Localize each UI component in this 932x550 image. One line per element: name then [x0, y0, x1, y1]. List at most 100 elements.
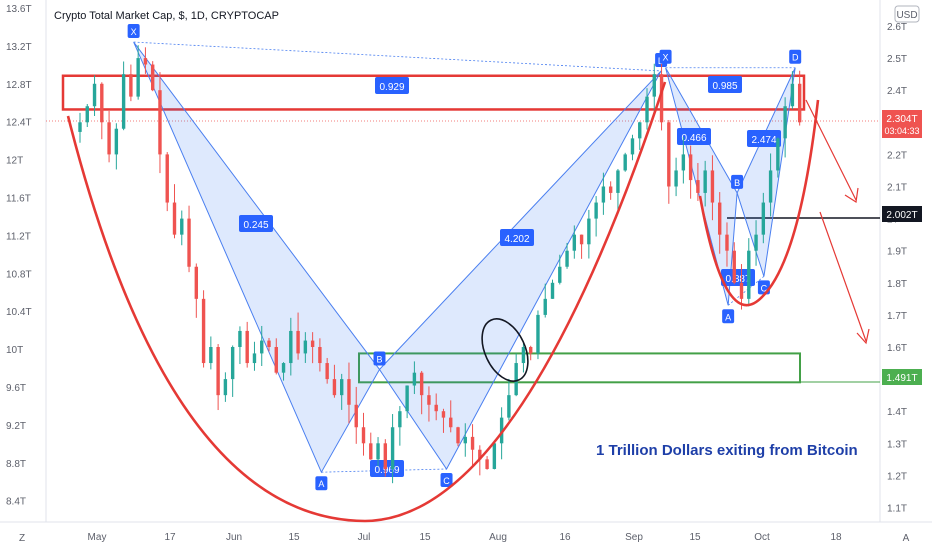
- pattern-2-point-label: A: [725, 312, 731, 322]
- x-tick-label: Jun: [226, 532, 242, 543]
- price-value: 2.304T: [886, 114, 917, 125]
- x-tick-label: Jul: [358, 532, 371, 543]
- candle-body: [797, 83, 802, 123]
- candle-body: [594, 202, 598, 219]
- candle-body: [267, 340, 271, 347]
- pattern-2-ratio-box: [721, 269, 755, 286]
- candle-body: [216, 347, 220, 396]
- candle-body: [187, 218, 191, 267]
- candle-body: [405, 385, 409, 412]
- svg-text:1.491T: 1.491T: [886, 373, 917, 384]
- x-tick-label: 18: [830, 532, 842, 543]
- candle-body: [608, 186, 613, 193]
- grid: [0, 0, 932, 523]
- candle-body: [616, 170, 620, 193]
- pattern-1-point-label: A: [318, 479, 324, 489]
- candle-body: [543, 298, 547, 315]
- x-tick-label: 15: [689, 532, 701, 543]
- candle-body: [136, 58, 140, 97]
- pattern-1-point-box: [440, 472, 453, 487]
- candle-body: [768, 170, 773, 203]
- candle-body: [514, 363, 518, 396]
- left-tick-label: 11.2T: [6, 231, 31, 242]
- chart-title: Crypto Total Market Cap, $, 1D, CRYPTOCA…: [54, 10, 279, 22]
- candle-body: [601, 186, 606, 203]
- pattern-1-point-box: [127, 24, 140, 39]
- left-tick-label: 8.8T: [6, 459, 26, 470]
- small-cup-arc: [698, 99, 820, 307]
- pattern-1-ratio-box: [239, 215, 273, 232]
- candle-series: [78, 45, 802, 484]
- pattern-1-point-box: [315, 476, 328, 491]
- left-tick-label: 9.2T: [6, 421, 26, 432]
- auto-scale-button[interactable]: A: [903, 533, 910, 544]
- pattern-2-point-box: [659, 49, 672, 64]
- right-tick-label: 1.3T: [887, 439, 907, 450]
- x-tick-label: 15: [419, 532, 431, 543]
- candle-body: [289, 330, 293, 364]
- left-tick-label: 8.4T: [6, 497, 26, 508]
- pattern-2-point-label: B: [734, 178, 740, 188]
- candle-body: [688, 154, 693, 181]
- pattern-1-point-label: X: [131, 27, 137, 37]
- candle-body: [565, 250, 569, 267]
- currency-badge-label: USD: [896, 10, 917, 21]
- candle-body: [536, 314, 540, 354]
- candle-body: [521, 347, 526, 364]
- candle-body: [696, 180, 700, 193]
- candle-body: [681, 154, 686, 171]
- cup-arc: [66, 81, 667, 523]
- candle-body: [325, 363, 329, 380]
- candle-body: [783, 106, 787, 139]
- pattern-1-ratio-label: 0.245: [243, 220, 268, 231]
- candle-body: [419, 372, 424, 396]
- zoom-button[interactable]: Z: [19, 533, 25, 544]
- candle-body: [369, 443, 373, 460]
- price-label: 2.304T 03:04:33: [882, 110, 922, 138]
- candle-body: [252, 353, 257, 364]
- candle-body: [78, 122, 82, 132]
- candle-body: [434, 404, 438, 412]
- x-tick-label: May: [88, 532, 107, 543]
- candle-body: [158, 90, 162, 155]
- resistance-zone: [61, 74, 806, 111]
- right-tick-label: 1.7T: [887, 311, 907, 322]
- candle-body: [150, 64, 155, 91]
- candle-body: [492, 443, 497, 469]
- countdown: 03:04:33: [884, 126, 919, 136]
- candle-body: [485, 459, 489, 469]
- pattern-2-point-label: C: [761, 283, 768, 293]
- right-tick-label: 2.1T: [887, 183, 907, 194]
- pattern-2-point-label: X: [663, 53, 669, 63]
- candle-body: [238, 330, 242, 347]
- x-axis: May 17 Jun 15 Jul 15 Aug 16 Sep 15 Oct 18: [88, 532, 842, 543]
- candle-body: [172, 202, 177, 235]
- candle-body: [790, 83, 795, 107]
- candle-body: [260, 340, 264, 354]
- pattern-2-point-box: [731, 174, 744, 189]
- candle-body: [230, 347, 235, 380]
- x-tick-label: Oct: [754, 532, 770, 543]
- pattern-2-point-box: [789, 49, 802, 64]
- candle-body: [274, 347, 278, 373]
- pattern-1-ratio-label: 4.202: [504, 234, 529, 245]
- pattern-1-point-label: C: [443, 476, 450, 486]
- currency-badge[interactable]: [894, 5, 920, 23]
- left-tick-label: 13.2T: [6, 42, 32, 53]
- candle-body: [674, 170, 678, 187]
- pattern-2-ratio-label: 2.474: [751, 135, 776, 146]
- candle-body: [209, 347, 213, 364]
- left-tick-label: 10.4T: [6, 307, 32, 318]
- pattern-1-point-box: [373, 351, 386, 366]
- candle-body: [100, 83, 104, 123]
- pattern-2-point-label: D: [792, 53, 799, 63]
- level-label-black: 2.002T: [882, 206, 922, 222]
- candle-body: [478, 449, 482, 460]
- candle-body: [245, 330, 249, 364]
- candle-body: [376, 443, 380, 460]
- candle-body: [725, 234, 729, 251]
- arrow-line-2: [819, 211, 867, 342]
- candle-body: [427, 395, 431, 405]
- candle-body: [412, 372, 417, 386]
